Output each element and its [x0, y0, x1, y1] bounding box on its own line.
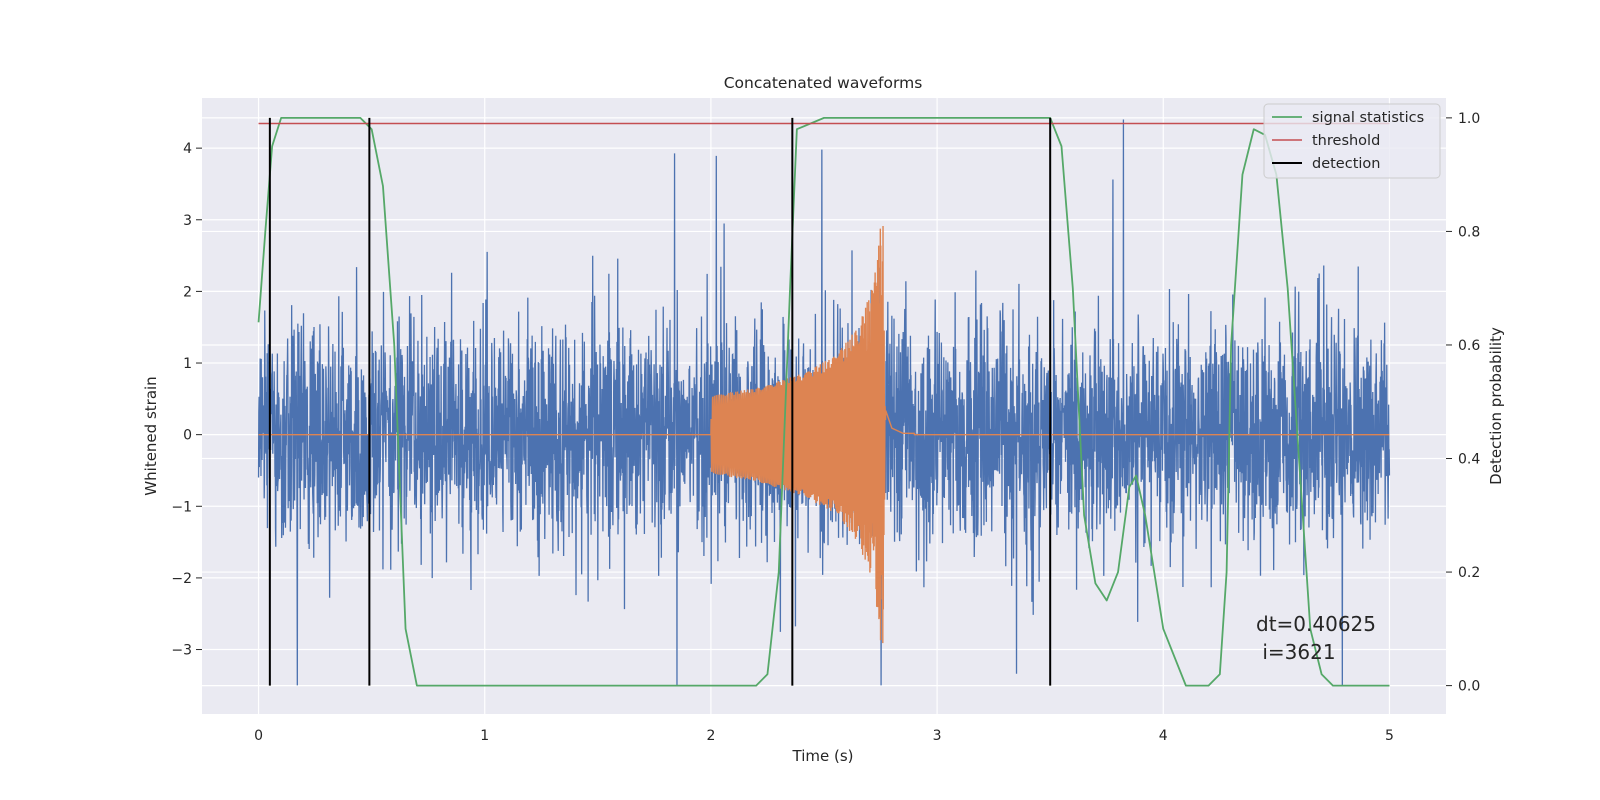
legend: signal statistics threshold detection — [1263, 103, 1441, 179]
y-tick-left-label: 0 — [183, 428, 192, 444]
y-tick-left-label: 1 — [183, 356, 192, 372]
y-tick-left-label: −3 — [171, 643, 192, 659]
detection-series — [268, 117, 1052, 686]
y-tick-right-label: 0.2 — [1458, 565, 1480, 581]
y-axis-left: −3 −2 −1 0 1 2 3 4 — [171, 141, 202, 659]
y-tick-right-label: 0.8 — [1458, 224, 1480, 240]
y-axis-right-label: Detection probability — [1487, 327, 1505, 485]
x-tick-label: 4 — [1159, 728, 1168, 744]
x-tick-label: 2 — [706, 728, 715, 744]
y-tick-left-label: 3 — [183, 213, 192, 229]
y-tick-left-label: 4 — [183, 141, 192, 157]
waveform-series — [258, 225, 1390, 644]
legend-label: detection — [1312, 156, 1380, 172]
x-axis-label: Time (s) — [792, 747, 854, 765]
x-tick-label: 1 — [480, 728, 489, 744]
x-tick-label: 5 — [1385, 728, 1394, 744]
y-tick-right-label: 1.0 — [1458, 111, 1480, 127]
y-tick-right-label: 0.0 — [1458, 679, 1480, 695]
x-tick-label: 0 — [254, 728, 263, 744]
legend-box — [1263, 103, 1441, 179]
x-tick-label: 3 — [933, 728, 942, 744]
annotation-line-1: dt=0.40625 — [1256, 612, 1376, 636]
legend-label: threshold — [1312, 133, 1380, 149]
x-axis: 0 1 2 3 4 5 — [254, 728, 1394, 744]
y-tick-left-label: −2 — [171, 571, 192, 587]
y-tick-left-label: −1 — [171, 499, 192, 515]
y-axis-right: 0.0 0.2 0.4 0.6 0.8 1.0 — [1446, 111, 1480, 695]
y-axis-left-label: Whitened strain — [142, 376, 160, 495]
y-tick-right-label: 0.6 — [1458, 338, 1480, 354]
waveform-line — [258, 225, 1390, 644]
y-tick-right-label: 0.4 — [1458, 452, 1480, 468]
chart-title: Concatenated waveforms — [724, 74, 923, 92]
y-tick-left-label: 2 — [183, 284, 192, 300]
annotation: dt=0.40625 i=3621 — [1256, 612, 1376, 664]
legend-label: signal statistics — [1312, 110, 1424, 126]
annotation-line-2: i=3621 — [1256, 640, 1336, 664]
